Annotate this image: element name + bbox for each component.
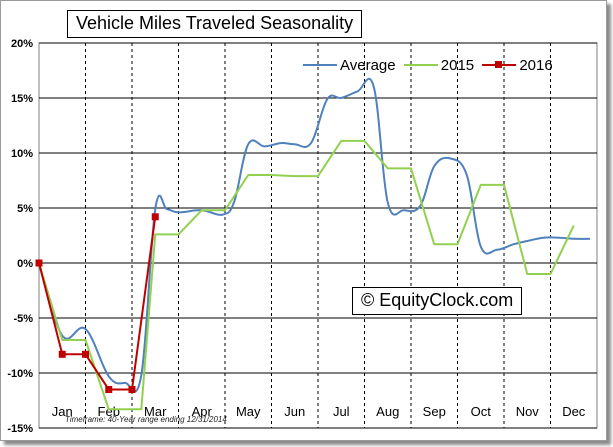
x-tick-label: Jun [284, 404, 305, 419]
series-point-2016 [151, 213, 159, 221]
y-tick-label: 0% [17, 258, 33, 270]
series-line-2015 [38, 139, 575, 411]
x-tick-label: Jan [52, 404, 73, 419]
watermark-label: © EquityClock.com [352, 287, 523, 315]
x-tick-label: Mar [144, 404, 167, 419]
y-tick-label: 10% [11, 148, 33, 160]
timeframe-footnote: Timeframe: 40-Year range ending 12/31/20… [65, 415, 227, 424]
y-tick-label: 20% [11, 38, 33, 50]
y-tick-label: 15% [11, 93, 33, 105]
x-tick-label: Aug [376, 404, 399, 419]
chart-frame: 20% 15% 10% 5% 0% -5% -10% -15% Jan Feb Mar Apr May J… [0, 0, 607, 441]
legend-item-average: Average [303, 57, 396, 74]
legend-item-2015: 2015 [403, 56, 475, 74]
series-point-2016 [35, 259, 43, 267]
x-tick-label: Feb [98, 404, 120, 419]
series-line-2016 [38, 216, 157, 391]
x-tick-label: Apr [192, 404, 213, 419]
chart-legend: Average 2015 2016 [303, 53, 557, 74]
x-tick-label: May [236, 404, 261, 419]
x-tick-label: Jul [333, 404, 350, 419]
legend-swatch-2016 [482, 61, 517, 68]
series-point-2016 [105, 386, 113, 393]
legend-label-2015: 2015 [440, 56, 475, 74]
x-tick-label: Oct [471, 404, 492, 419]
y-tick-label: -5% [13, 313, 33, 325]
y-tick-label: -10% [7, 368, 33, 380]
series-point-2016 [82, 350, 89, 358]
chart-canvas: 20% 15% 10% 5% 0% -5% -10% -15% Jan Feb Mar Apr May J… [7, 38, 598, 435]
legend-item-2016: 2016 [482, 56, 553, 74]
chart-title: Vehicle Miles Traveled Seasonality [67, 10, 363, 38]
series-point-2016 [58, 350, 66, 358]
legend-swatch-2015 [403, 64, 438, 66]
legend-label-average: Average [340, 56, 396, 74]
legend-label-2016: 2016 [519, 56, 553, 74]
x-tick-label: Sep [423, 404, 446, 419]
legend-swatch-average [303, 64, 337, 66]
x-tick-label: Dec [562, 404, 586, 419]
x-tick-label: Nov [516, 404, 540, 419]
series-point-2016 [128, 386, 136, 393]
series-line-average [38, 77, 591, 393]
y-tick-label: -15% [7, 423, 33, 435]
y-tick-label: 5% [17, 203, 33, 215]
